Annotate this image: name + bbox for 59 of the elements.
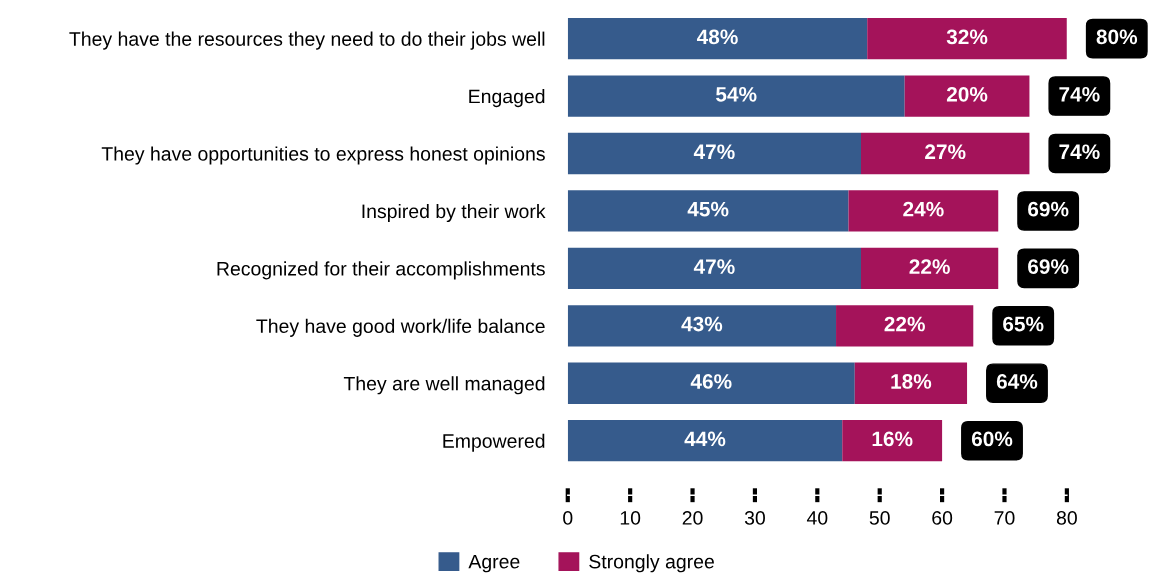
data-label: 27% bbox=[925, 144, 966, 160]
data-label: 22% bbox=[909, 259, 950, 274]
total-label: 69% bbox=[1028, 259, 1069, 274]
data-label: 43% bbox=[681, 316, 723, 332]
total-label: 74% bbox=[1059, 144, 1100, 160]
x-tick-label: 0 bbox=[563, 511, 573, 525]
data-label: 44% bbox=[684, 431, 726, 447]
bar bbox=[567, 362, 855, 404]
x-tick-label: 40 bbox=[806, 511, 828, 525]
bar bbox=[836, 305, 974, 347]
bar bbox=[867, 17, 1067, 60]
data-label: 18% bbox=[891, 374, 932, 389]
bar bbox=[904, 75, 1030, 117]
bar bbox=[567, 247, 861, 290]
data-label: 46% bbox=[690, 374, 732, 389]
bar bbox=[860, 132, 1030, 175]
bar bbox=[860, 247, 999, 290]
bar bbox=[567, 420, 843, 462]
data-label: 45% bbox=[687, 201, 729, 217]
x-tick-label: 30 bbox=[744, 511, 765, 525]
y-tick-label: Empowered bbox=[443, 433, 545, 452]
bar bbox=[567, 75, 905, 117]
data-label: 47% bbox=[693, 144, 735, 160]
bar bbox=[848, 190, 999, 232]
total-label: 64% bbox=[996, 374, 1038, 389]
data-label: 32% bbox=[946, 29, 988, 45]
x-tick-label: 20 bbox=[682, 511, 703, 525]
y-tick-label: They have the resources they need to do their jobs well bbox=[69, 31, 545, 50]
legend-label: Strongly agree bbox=[589, 554, 714, 573]
x-tick-label: 50 bbox=[869, 511, 890, 525]
legend-label: Agree bbox=[468, 554, 520, 573]
x-tick-label: 60 bbox=[932, 511, 953, 525]
x-tick-label: 10 bbox=[620, 511, 641, 525]
bar bbox=[567, 132, 861, 175]
y-tick-label: They have opportunities to express honest opinions bbox=[101, 146, 545, 165]
y-tick-label: They are well managed bbox=[343, 376, 545, 395]
data-label: 16% bbox=[872, 431, 913, 447]
bar bbox=[854, 362, 968, 404]
data-label: 24% bbox=[903, 201, 944, 217]
bar bbox=[567, 305, 837, 347]
total-label: 65% bbox=[1003, 316, 1044, 332]
total-label: 74% bbox=[1059, 86, 1100, 102]
y-tick-label: Inspired by their work bbox=[362, 203, 546, 223]
total-label: 60% bbox=[971, 431, 1013, 447]
y-tick-label: Recognized for their accomplishments bbox=[217, 261, 545, 280]
x-tick-label: 80 bbox=[1056, 511, 1077, 525]
bar bbox=[567, 190, 849, 232]
y-tick-label: Engaged bbox=[469, 89, 545, 108]
bar bbox=[842, 420, 943, 462]
bar bbox=[567, 17, 868, 60]
data-label: 48% bbox=[696, 29, 738, 45]
data-label: 20% bbox=[946, 86, 988, 102]
data-label: 54% bbox=[716, 86, 757, 102]
y-tick-label: They have good work/life balance bbox=[256, 318, 545, 337]
data-label: 47% bbox=[693, 259, 735, 274]
data-label: 22% bbox=[884, 316, 925, 332]
total-label: 69% bbox=[1028, 201, 1069, 217]
x-tick-label: 70 bbox=[994, 511, 1015, 525]
total-label: 80% bbox=[1096, 29, 1138, 45]
